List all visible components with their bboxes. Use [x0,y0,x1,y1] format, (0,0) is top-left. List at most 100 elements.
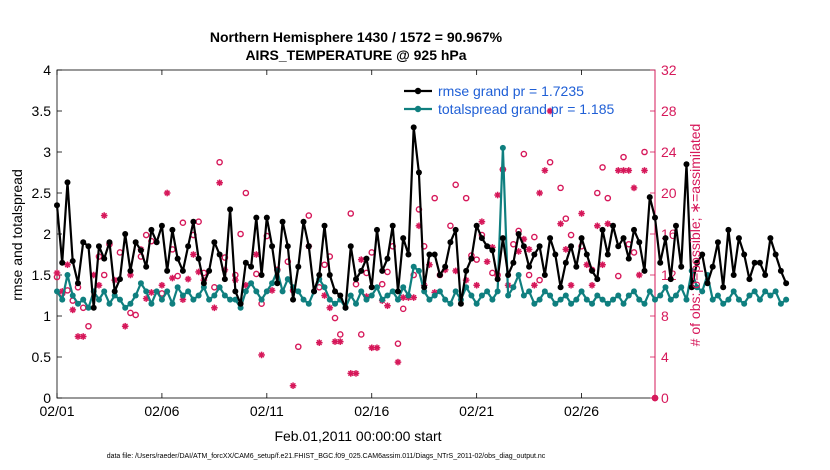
rmse-series-point [704,280,711,287]
rmse-series-point [90,304,97,311]
rmse-series-point [730,272,737,278]
totalspread-series-point [148,300,155,307]
totalspread-series-point [520,292,527,299]
obs-assimilated-marker [541,167,549,174]
rmse-series-point [536,243,543,250]
totalspread-series-point [562,292,569,299]
totalspread-series-point [620,300,627,307]
totalspread-series-point [158,296,165,303]
y-left-tick-label: 4 [43,62,51,78]
obs-assimilated-marker [121,322,129,330]
y-right-tick-label: 24 [661,144,677,160]
asterisk-stroke [358,256,365,263]
rmse-series-point [174,255,181,262]
rmse-series-point [583,251,590,258]
totalspread-series-point [452,288,459,295]
obs-assimilated-marker [625,167,633,174]
totalspread-series-point [484,288,491,295]
legend: rmse grand pr = 1.7235 totalspread grand … [404,83,615,117]
obs-assimilated-marker [148,289,155,296]
rmse-series-point [484,243,491,250]
totalspread-series-point [74,300,81,307]
y-left-tick-label: 1.5 [32,267,52,283]
totalspread-series-point [190,296,197,303]
rmse-series-point [783,280,790,287]
rmse-series-point [657,259,664,266]
x-tick-label: 02/01 [39,403,74,419]
rmse-series-point [321,222,328,229]
obs-possible-marker [179,219,187,227]
totalspread-series-point [363,296,370,303]
obs-assimilated-marker [593,222,601,230]
rmse-series-point [767,235,774,242]
obs-assimilated-marker [268,287,276,294]
x-tick-label: 02/26 [564,403,599,419]
rmse-series-point [478,235,485,242]
asterisk-stroke [542,167,548,174]
obs-assimilated-marker [74,333,82,340]
asterisk-stroke [253,251,260,258]
obs-possible-marker [347,210,355,217]
totalspread-series-point [625,292,632,299]
asterisk-stroke [185,276,191,282]
rmse-series-point [59,259,66,266]
rmse-series-point [158,222,165,229]
totalspread-series-point [589,300,596,307]
rmse-series-point [295,263,302,270]
rmse-series-point [127,267,134,274]
obs-assimilated-marker [253,251,260,258]
totalspread-series-point [473,300,480,307]
rmse-series-point [311,288,318,295]
totalspread-series-point [510,284,517,291]
obs-assimilated-marker [635,271,643,279]
totalspread-series-point [772,288,779,295]
rmse-series-point [489,247,496,254]
totalspread-series-point [615,292,622,299]
rmse-series-point [520,243,527,250]
totalspread-series-point [358,288,365,295]
totalspread-series-point [153,288,160,295]
obs-assimilated-marker [242,281,250,289]
rmse-series-point [652,214,658,221]
obs-assimilated-marker [604,220,612,228]
rmse-series-point [505,272,512,278]
asterisk-stroke [615,167,622,174]
rmse-series-point [305,243,312,250]
obs-assimilated-marker [258,351,265,359]
rmse-series-point [326,272,333,278]
obs-possible-marker [394,340,402,347]
totalspread-series-point [505,292,512,299]
obs-possible-marker [142,231,150,239]
obs-assimilated-marker [394,358,402,366]
y-right-tick-label: 20 [661,185,677,201]
rmse-series-point [452,226,459,233]
totalspread-series-point [714,292,721,299]
rmse-series-point [641,267,648,274]
obs-assimilated-marker [357,256,365,263]
rmse-series-point [426,251,433,258]
totalspread-series-point [515,272,522,278]
y-left-tick-label: 3.5 [32,103,52,119]
rmse-series-point [200,280,207,287]
rmse-series-point [274,280,281,287]
obs-assimilated-marker [384,302,391,310]
asterisk-stroke [269,287,275,294]
obs-possible-marker [216,158,223,166]
totalspread-series-point [64,272,71,278]
y-left-tick-label: 0.5 [32,349,52,365]
totalspread-series-point [211,292,218,299]
totalspread-series-point [269,280,276,287]
asterisk-stroke [515,248,522,255]
obs-possible-marker [614,272,622,280]
obs-possible-marker [378,280,386,288]
obs-assimilated-marker [315,339,323,346]
asterisk-stroke [290,382,296,389]
rmse-series-point [74,280,81,287]
rmse-series-point [693,259,700,266]
asterisk-stroke [337,338,344,345]
asterisk-stroke [332,338,338,345]
y-left-tick-label: 0 [43,390,51,406]
obs-assimilated-marker [562,246,570,253]
rmse-series-point [725,226,732,233]
rmse-series-point [457,300,464,307]
